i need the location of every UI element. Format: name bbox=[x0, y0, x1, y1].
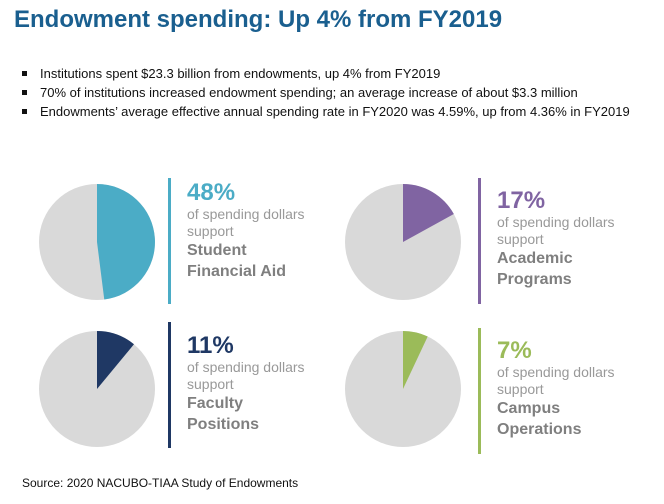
pie-chart-academic-programs bbox=[345, 184, 461, 300]
source-note: Source: 2020 NACUBO-TIAA Study of Endowm… bbox=[22, 476, 299, 490]
percentage-label: 48% bbox=[187, 179, 236, 206]
description-line: support bbox=[187, 223, 234, 239]
pie-slice-highlight bbox=[403, 184, 454, 242]
stat-block-student-financial-aid: 48% of spending dollars support Student … bbox=[187, 180, 305, 282]
percentage-label: 17% bbox=[497, 187, 546, 214]
pie-slice-highlight bbox=[403, 331, 428, 389]
page-title: Endowment spending: Up 4% from FY2019 bbox=[14, 6, 503, 33]
category-label: Programs bbox=[497, 271, 572, 288]
percentage-label: 11% bbox=[187, 332, 234, 359]
bullet-list: Institutions spent $23.3 billion from en… bbox=[22, 64, 652, 121]
category-label: Campus bbox=[497, 400, 561, 417]
description-line: support bbox=[497, 231, 544, 247]
category-label: Academic bbox=[497, 250, 573, 267]
category-label: Student bbox=[187, 242, 247, 259]
divider-bar bbox=[478, 328, 481, 454]
category-label: Operations bbox=[497, 421, 582, 438]
pie-chart-student-financial-aid bbox=[39, 184, 155, 300]
pie-chart-campus-operations bbox=[345, 331, 461, 447]
pie-slice-highlight bbox=[97, 331, 134, 389]
description-line: support bbox=[187, 376, 234, 392]
description-line: support bbox=[497, 381, 544, 397]
description-line: of spending dollars bbox=[187, 359, 305, 375]
stat-block-campus-operations: 7% of spending dollars support Campus Op… bbox=[497, 338, 615, 440]
pie-chart-faculty-positions bbox=[39, 331, 155, 447]
stat-block-faculty-positions: 11% of spending dollars support Faculty … bbox=[187, 333, 305, 435]
stat-block-academic-programs: 17% of spending dollars support Academic… bbox=[497, 188, 615, 290]
divider-bar bbox=[478, 178, 481, 304]
divider-bar bbox=[168, 178, 171, 304]
category-label: Faculty bbox=[187, 395, 244, 412]
category-label: Financial Aid bbox=[187, 263, 286, 280]
percentage-label: 7% bbox=[497, 337, 532, 364]
description-line: of spending dollars bbox=[497, 214, 615, 230]
divider-bar bbox=[168, 322, 171, 448]
category-label: Positions bbox=[187, 416, 260, 433]
bullet-item: Endowments’ average effective annual spe… bbox=[22, 102, 652, 121]
description-line: of spending dollars bbox=[497, 364, 615, 380]
bullet-item: Institutions spent $23.3 billion from en… bbox=[22, 64, 652, 83]
bullet-item: 70% of institutions increased endowment … bbox=[22, 83, 652, 102]
pie-slice-highlight bbox=[97, 184, 155, 300]
description-line: of spending dollars bbox=[187, 206, 305, 222]
